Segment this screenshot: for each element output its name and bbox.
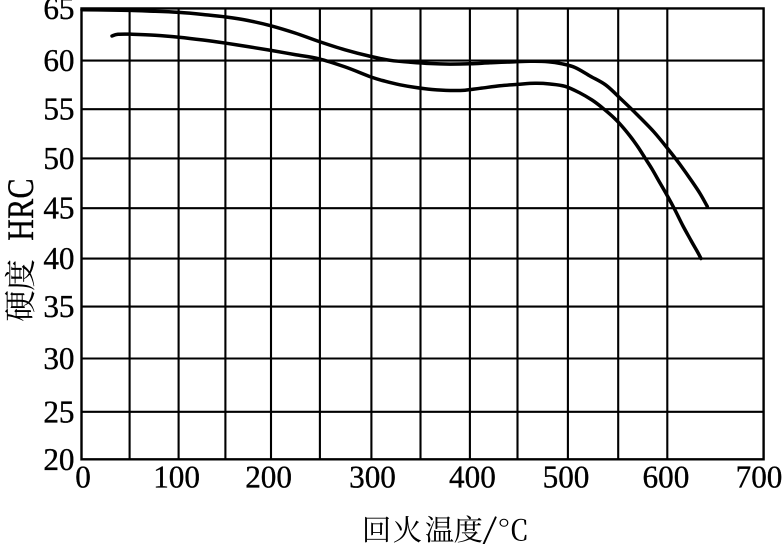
svg-text:20: 20 <box>43 442 74 477</box>
svg-text:35: 35 <box>43 289 74 324</box>
svg-text:55: 55 <box>43 92 74 127</box>
svg-text:300: 300 <box>349 459 396 494</box>
svg-text:HRC: HRC <box>1 178 41 241</box>
svg-text:600: 600 <box>643 459 690 494</box>
svg-text:60: 60 <box>43 43 74 78</box>
svg-text:65: 65 <box>43 0 74 26</box>
svg-text:100: 100 <box>153 459 200 494</box>
svg-text:700: 700 <box>736 459 783 494</box>
svg-text:50: 50 <box>43 141 74 176</box>
svg-text:500: 500 <box>543 459 590 494</box>
svg-text:0: 0 <box>75 459 91 494</box>
svg-text:200: 200 <box>245 459 292 494</box>
svg-text:25: 25 <box>43 394 74 429</box>
svg-text:40: 40 <box>43 241 74 276</box>
svg-text:30: 30 <box>43 341 74 376</box>
svg-text:45: 45 <box>43 191 74 226</box>
svg-text:400: 400 <box>449 459 496 494</box>
